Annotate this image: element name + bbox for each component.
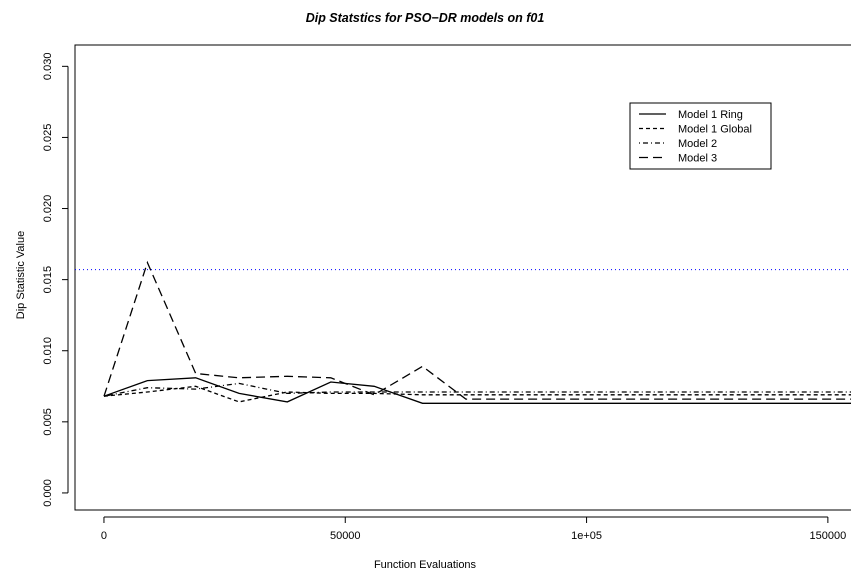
x-tick-label: 150000 [810, 530, 847, 542]
series-line-2 [103, 385, 851, 403]
legend-label: Model 1 Ring [678, 109, 743, 121]
y-tick-label: 0.020 [42, 195, 54, 223]
y-tick-label: 0.005 [42, 408, 54, 436]
legend-label: Model 1 Global [678, 124, 752, 136]
x-tick-label: 50000 [330, 530, 361, 542]
y-tick-label: 0.000 [42, 479, 54, 507]
y-tick-label: 0.030 [42, 53, 54, 81]
plot-area: 0 50000 1e+05 150000 0.000 0.005 0.010 0.015 0.0… [42, 44, 851, 542]
plot-frame [74, 44, 851, 511]
series-line-1 [103, 377, 851, 404]
x-tick-label: 1e+05 [571, 530, 602, 542]
legend-label: Model 2 [678, 138, 717, 150]
y-tick-label: 0.025 [42, 124, 54, 152]
chart-title: Dip Statstics for PSO−DR models on f01 [306, 11, 545, 25]
y-tick-label: 0.015 [42, 266, 54, 294]
legend-label: Model 3 [678, 153, 717, 165]
y-tick-label: 0.010 [42, 337, 54, 365]
series-line-4 [103, 260, 851, 400]
x-tick-label: 0 [101, 530, 107, 542]
y-axis-label: Dip Statistic Value [15, 231, 27, 319]
x-axis-label: Function Evaluations [374, 559, 477, 571]
series-line-3 [103, 382, 851, 397]
